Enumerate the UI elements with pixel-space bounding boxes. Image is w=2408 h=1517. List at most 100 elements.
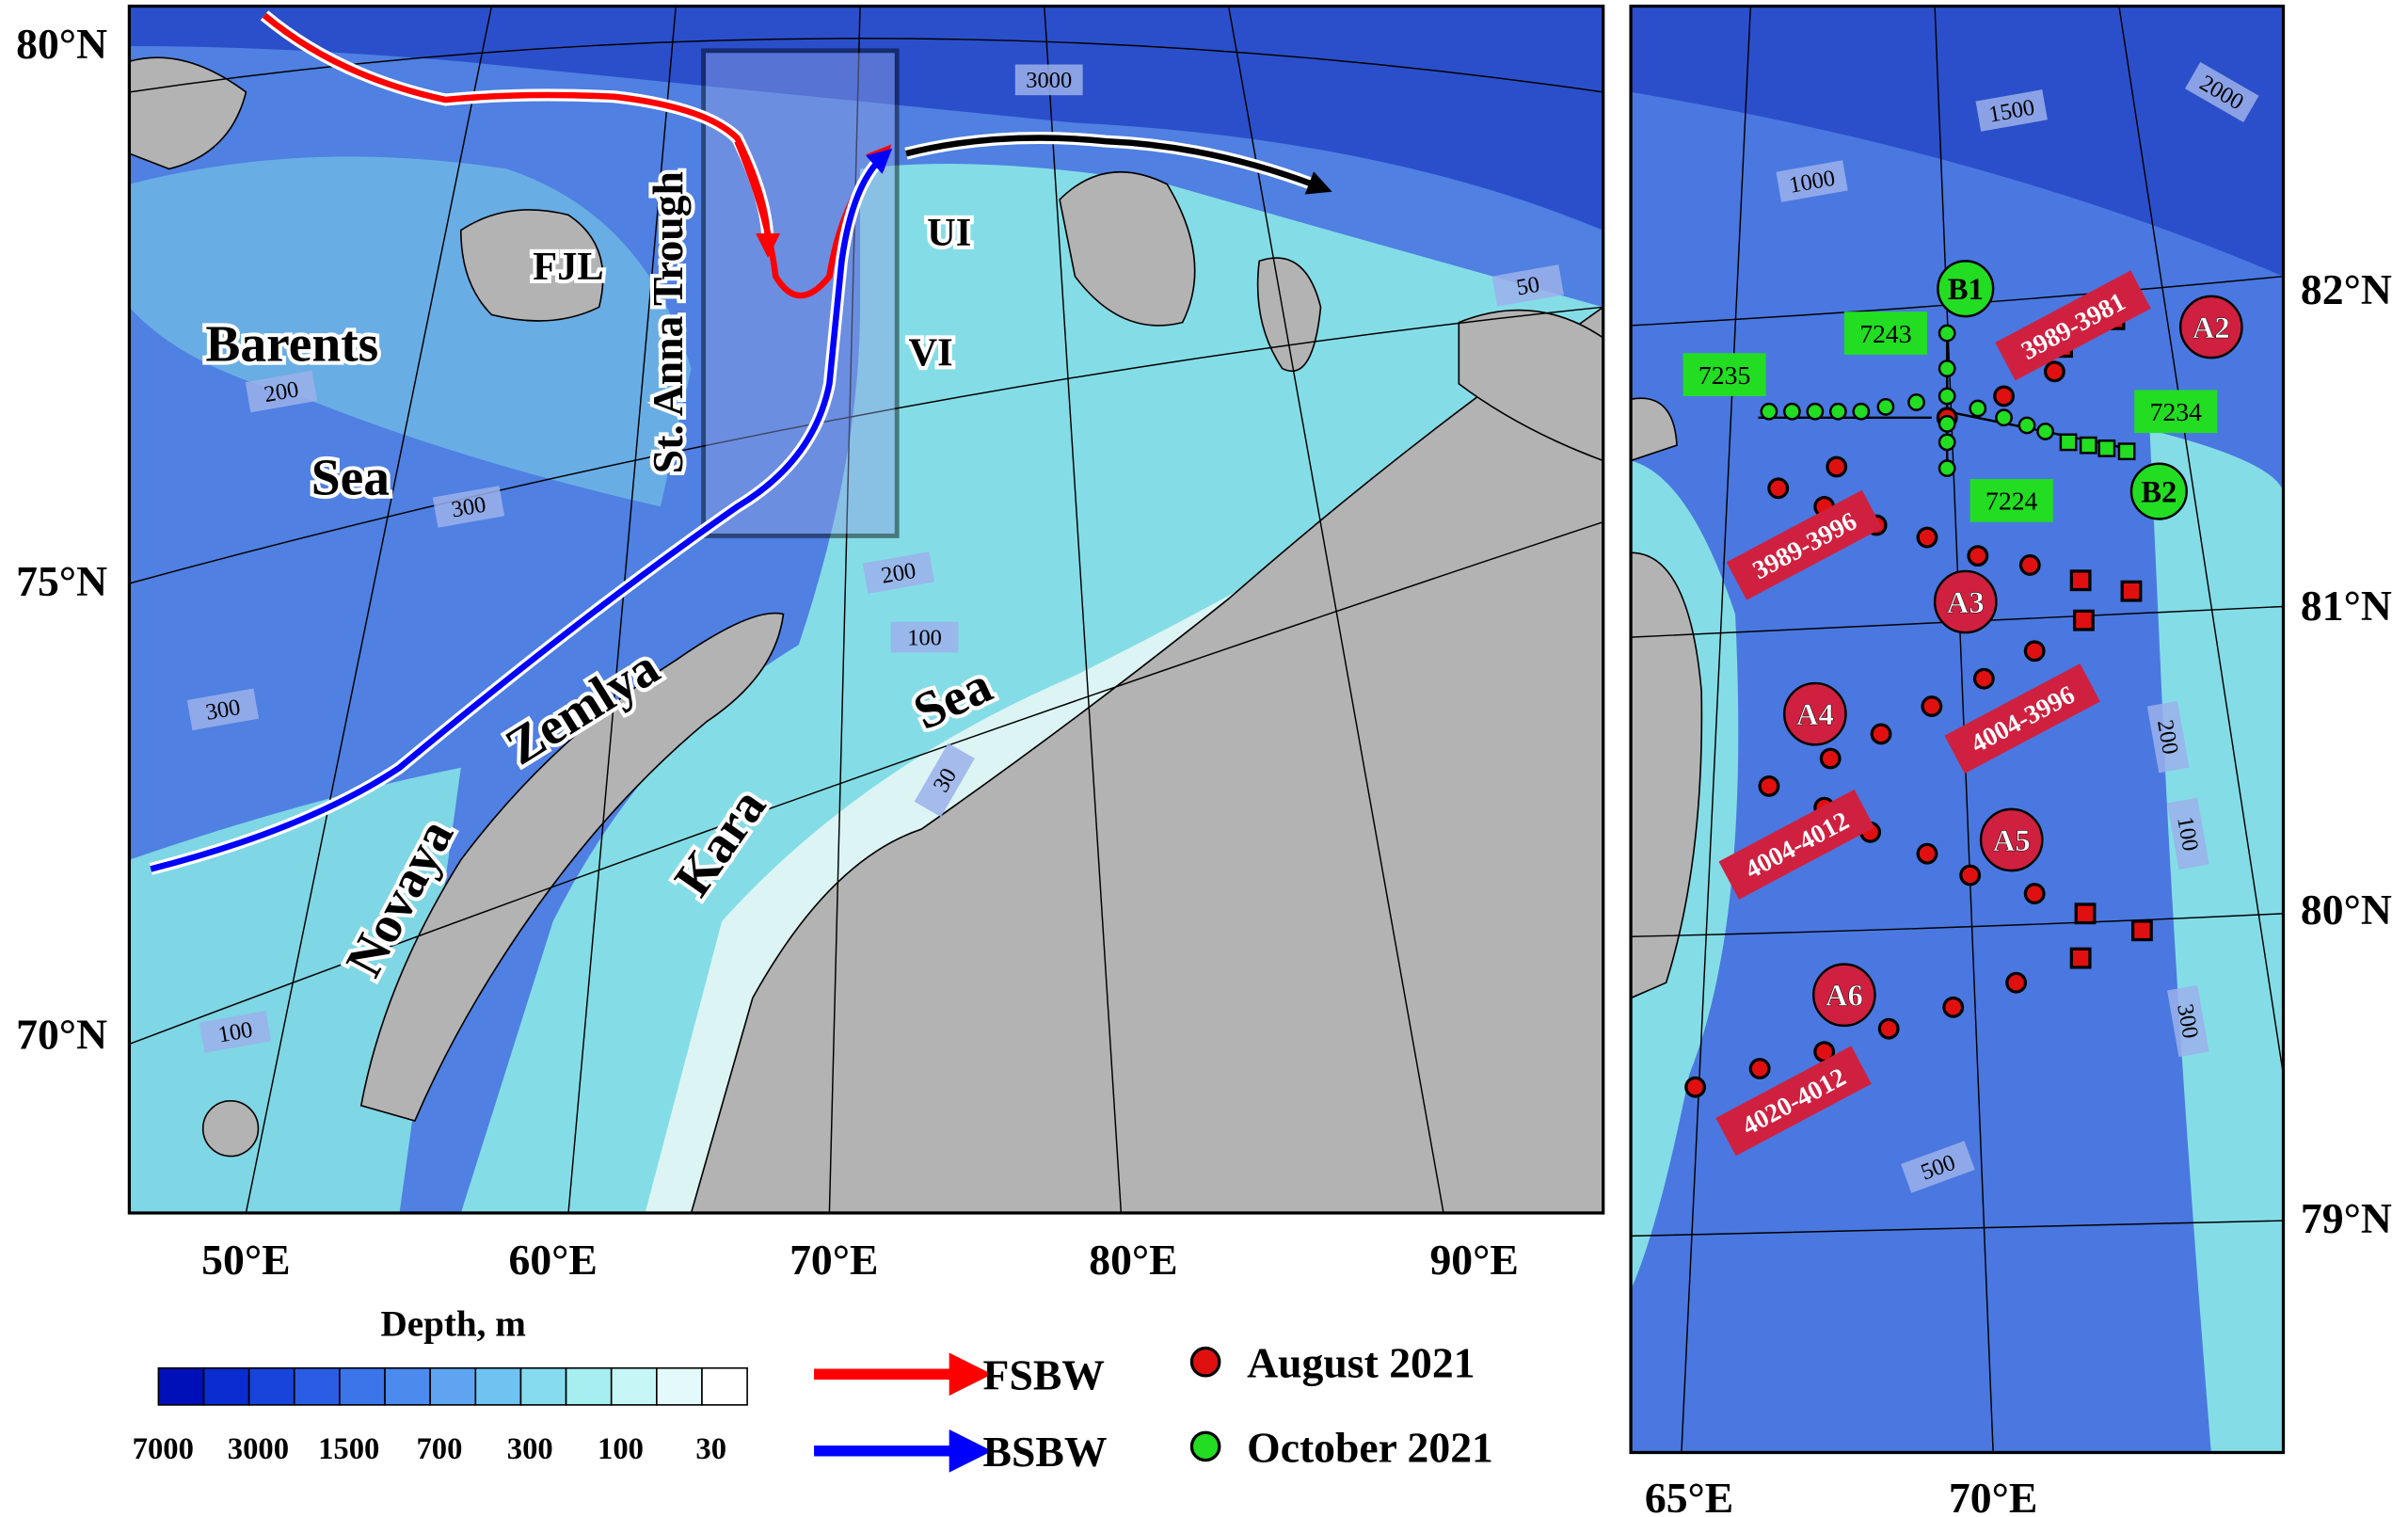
august-station bbox=[1758, 774, 1780, 797]
october-station bbox=[1760, 402, 1778, 421]
colorbar-cell bbox=[157, 1366, 205, 1406]
colorbar-cell bbox=[474, 1366, 522, 1406]
august-station bbox=[2043, 360, 2065, 383]
legend-label: October 2021 bbox=[1247, 1423, 1493, 1471]
colorbar-cell bbox=[656, 1366, 703, 1406]
station-group-label: A3 bbox=[1947, 586, 1985, 620]
station-group-marker bbox=[1933, 569, 1998, 634]
lat-label: 80°N bbox=[2301, 886, 2392, 934]
transect-label-box bbox=[1969, 479, 2053, 522]
august-station bbox=[1819, 747, 1842, 770]
august-station-square bbox=[2120, 580, 2143, 602]
contour-label: 50 bbox=[1491, 264, 1564, 307]
contour-label-text: 300 bbox=[450, 492, 488, 523]
lon-label: 70°E bbox=[1949, 1474, 2037, 1517]
legend-label: BSBW bbox=[983, 1428, 1108, 1476]
contour-label-box bbox=[2167, 984, 2209, 1058]
contour-label-box bbox=[1014, 64, 1083, 96]
october-station-square bbox=[2059, 433, 2078, 452]
contour-label-box bbox=[914, 743, 975, 818]
right-map: A2A3A4A5A6B1B23989-39813989-39964004-399… bbox=[1631, 6, 2284, 1453]
august-station bbox=[1748, 1058, 1771, 1079]
colorbar-label: 300 bbox=[507, 1432, 553, 1466]
october-station bbox=[1938, 459, 1956, 478]
contour-label-box bbox=[2146, 700, 2190, 774]
contour-label: 1500 bbox=[1975, 89, 2048, 132]
colorbar-cell bbox=[701, 1366, 748, 1406]
august-station-square bbox=[2130, 919, 2153, 942]
contour-label-text: 100 bbox=[2172, 815, 2203, 854]
transect-label-box bbox=[2134, 390, 2218, 434]
lon-label: 70°E bbox=[789, 1236, 878, 1284]
contour-label: 200 bbox=[2146, 700, 2190, 774]
august-station bbox=[1916, 526, 1938, 549]
colorbar-cell bbox=[429, 1366, 477, 1406]
contour-label-text: 200 bbox=[2152, 718, 2183, 757]
october-station bbox=[1783, 402, 1801, 421]
august-station bbox=[2018, 554, 2041, 576]
station-group-label: A5 bbox=[1993, 824, 2031, 858]
contour-label: 100 bbox=[2167, 797, 2209, 870]
colorbar: 7000 3000 1500 700 300 100 30 bbox=[133, 1366, 748, 1466]
contour-label: 100 bbox=[199, 1011, 272, 1053]
contour-label-box bbox=[2167, 797, 2209, 870]
lat-label: 80°N bbox=[16, 20, 107, 68]
bsbw-arrow bbox=[150, 148, 893, 872]
contour-label-box bbox=[245, 370, 318, 413]
station-group-marker bbox=[2129, 462, 2188, 520]
lat-label: 70°N bbox=[16, 1010, 107, 1058]
deep-basin bbox=[129, 6, 1603, 231]
shelf bbox=[2149, 429, 2284, 1453]
colorbar-title: Depth, m bbox=[380, 1303, 525, 1344]
october-station-square bbox=[2117, 442, 2136, 461]
lon-label: 50°E bbox=[201, 1236, 290, 1284]
station-group-label: A2 bbox=[2193, 311, 2230, 345]
contour-label: 300 bbox=[186, 688, 260, 731]
august-station bbox=[1684, 1076, 1707, 1098]
october-station bbox=[2017, 416, 2036, 435]
stations: A2A3A4A5A6B1B23989-39813989-39964004-399… bbox=[1682, 260, 2243, 1157]
october-station-square bbox=[2097, 439, 2116, 457]
august-station bbox=[1942, 996, 1965, 1018]
contour-label-box bbox=[1975, 89, 2048, 132]
lon-label: 90°E bbox=[1429, 1236, 1518, 1284]
colorbar-cell bbox=[293, 1366, 341, 1406]
contour-label: 100 bbox=[890, 621, 959, 653]
lat-label: 75°N bbox=[16, 557, 107, 605]
transect-label-box bbox=[1843, 311, 1927, 355]
colorbar-label: 7000 bbox=[133, 1432, 194, 1466]
section-label-box bbox=[1718, 789, 1875, 900]
fjl bbox=[459, 209, 604, 322]
frame bbox=[1629, 4, 2286, 1455]
august-station-square bbox=[2069, 947, 2092, 969]
october-station bbox=[1938, 359, 1956, 377]
colorbar-label: 30 bbox=[695, 1432, 726, 1466]
august-station bbox=[1870, 723, 1892, 745]
station-group-marker bbox=[1937, 260, 1995, 318]
colorbar-cell bbox=[384, 1366, 432, 1406]
august-station bbox=[1826, 455, 1848, 478]
october-station-square bbox=[2079, 436, 2097, 455]
legend-marker bbox=[1189, 1430, 1221, 1462]
colorbar-cell bbox=[519, 1366, 567, 1406]
august-station bbox=[1916, 842, 1938, 865]
contour-label-text: 300 bbox=[204, 695, 243, 726]
contour-label-text: 50 bbox=[1514, 272, 1541, 301]
colorbar-label: 700 bbox=[417, 1432, 463, 1466]
october-station bbox=[1828, 402, 1847, 421]
contour-label-text: 200 bbox=[263, 376, 301, 407]
colorbar-cell bbox=[247, 1366, 295, 1406]
contour-label-box bbox=[1491, 264, 1564, 307]
contour-label-text: 100 bbox=[907, 625, 942, 650]
contour-label-text: 200 bbox=[880, 558, 918, 589]
contour-label-box bbox=[862, 551, 934, 594]
contour-label-box bbox=[432, 486, 505, 528]
transect-label: 7224 bbox=[1985, 487, 2038, 516]
october-station bbox=[1907, 393, 1925, 411]
october-station bbox=[1876, 397, 1895, 416]
lat-label: 81°N bbox=[2301, 582, 2392, 630]
contour-label-box bbox=[186, 688, 260, 731]
lon-label: 80°E bbox=[1089, 1236, 1177, 1284]
